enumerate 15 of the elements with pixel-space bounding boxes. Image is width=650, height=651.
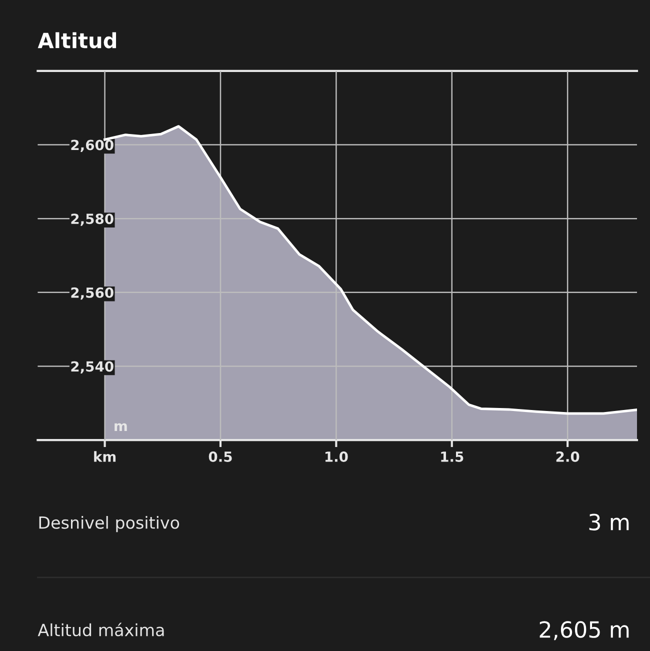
x-tick-label: 1.0: [325, 451, 348, 462]
x-tick-label: km: [94, 451, 116, 462]
text: 3 m: [589, 514, 629, 531]
y-tick-label: 2,560: [71, 287, 114, 300]
text: Altitud máxima: [38, 622, 164, 636]
y-tick-label: 2,540: [71, 361, 114, 374]
y-tick-label: 2,580: [71, 214, 114, 226]
chart-title: Altitud: [38, 32, 116, 48]
y-tick-label: 2,600: [71, 140, 114, 152]
x-tick-label: 1.5: [441, 452, 464, 462]
x-tick-label: 0.5: [208, 451, 232, 462]
text: Desnivel positivo: [39, 516, 180, 532]
text: 2,605 m: [540, 621, 629, 640]
x-tick-label: 2.0: [556, 451, 580, 462]
y-axis-title: m: [114, 423, 127, 431]
